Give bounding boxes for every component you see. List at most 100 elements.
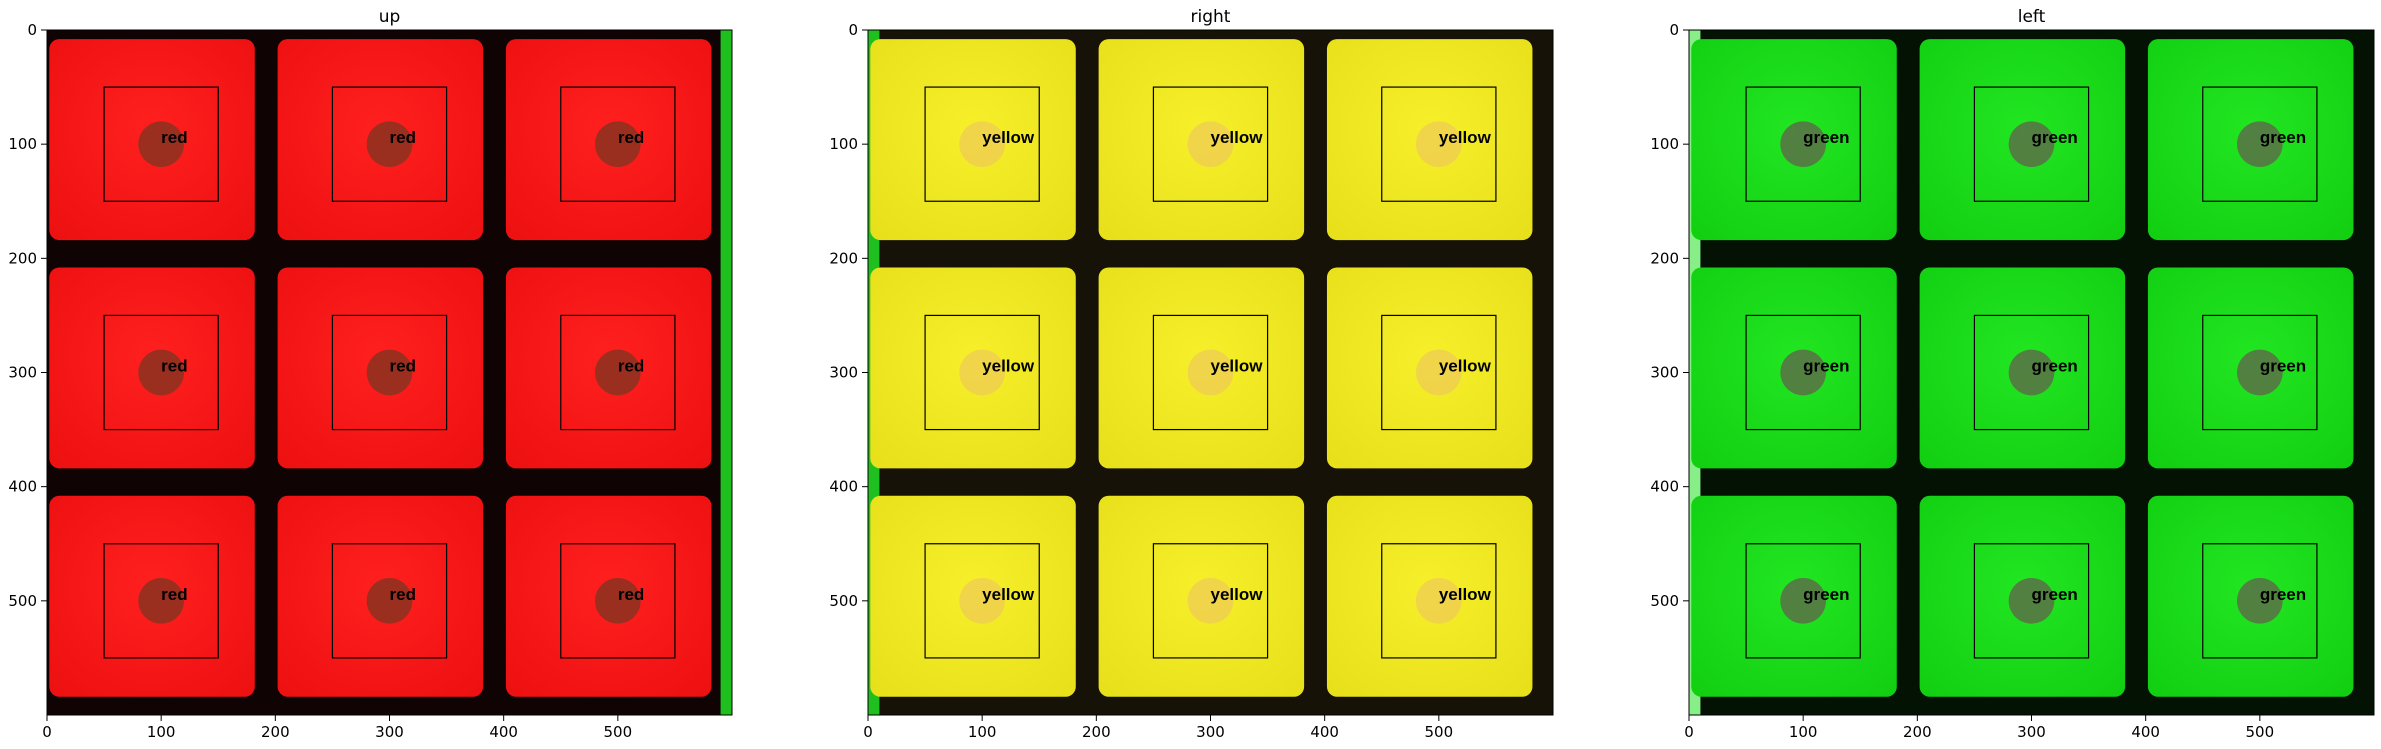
cell-center-marker [1780, 121, 1826, 167]
grid-cell: red [103, 543, 219, 659]
cell-center-marker [595, 349, 641, 396]
cell-box [924, 543, 1040, 659]
cell-center-marker [138, 121, 185, 167]
grid-cell: yellow [924, 543, 1040, 659]
y-tick-label: 300 [829, 364, 858, 382]
y-tick-label: 400 [8, 478, 37, 496]
cell-label: yellow [982, 128, 1035, 147]
cell-center-marker [138, 578, 185, 624]
cell-center-marker [1416, 578, 1462, 624]
edge-strip [720, 30, 732, 715]
cell-box [1152, 314, 1269, 431]
cell-label: red [618, 357, 644, 376]
x-tick-label: 300 [2017, 723, 2046, 741]
cell-label: red [390, 128, 416, 147]
cell-box [560, 314, 676, 431]
cell-center-marker [595, 578, 641, 624]
cell-label: green [2032, 585, 2078, 604]
cell-label: yellow [982, 357, 1035, 376]
cell-box [331, 86, 448, 202]
x-tick-label: 0 [1684, 723, 1694, 741]
grid-cell: yellow [924, 86, 1040, 202]
grid-cell: red [560, 543, 676, 659]
cell-box [1973, 314, 2090, 431]
grid-cell: yellow [1152, 543, 1269, 659]
x-tick-label: 0 [863, 723, 873, 741]
cell-label: green [1803, 357, 1849, 376]
grid-cell: yellow [1152, 314, 1269, 431]
grid-cell: yellow [924, 314, 1040, 431]
cell-box [2202, 314, 2318, 431]
cell-center-marker [595, 121, 641, 167]
cell-box [1381, 86, 1497, 202]
x-tick-label: 400 [2131, 723, 2160, 741]
panel-title: right [1191, 7, 1231, 27]
y-tick-label: 0 [848, 21, 858, 39]
cell-label: green [2260, 357, 2306, 376]
cell-center-marker [959, 121, 1006, 167]
cell-label: yellow [1211, 585, 1264, 604]
panels: red red red red red red red red red up 0 100 200 300 4… [8, 7, 2375, 741]
cell-label: red [618, 128, 644, 147]
grid-cell: green [1973, 86, 2090, 202]
x-tick-label: 100 [1789, 723, 1818, 741]
x-tick-label: 300 [375, 723, 404, 741]
grid-cell: red [560, 314, 676, 431]
y-tick-label: 200 [1650, 249, 1679, 267]
cell-box [1745, 543, 1861, 659]
cell-label: yellow [1439, 585, 1492, 604]
cell-center-marker [959, 349, 1006, 396]
y-tick-label: 400 [829, 478, 858, 496]
cell-box [560, 543, 676, 659]
cell-box [1152, 86, 1269, 202]
cell-label: yellow [982, 585, 1035, 604]
x-tick-label: 200 [1082, 723, 1111, 741]
grid-cell: red [103, 86, 219, 202]
cell-label: yellow [1439, 357, 1492, 376]
grid-cell: yellow [1381, 543, 1497, 659]
grid-cell: green [1745, 314, 1861, 431]
panel-up: red red red red red red red red red up 0 100 200 300 4… [8, 7, 733, 741]
y-tick-label: 500 [8, 592, 37, 610]
cell-center-marker [2008, 121, 2055, 167]
cell-center-marker [2008, 578, 2055, 624]
cell-box [924, 86, 1040, 202]
panel-title: left [2018, 7, 2046, 27]
y-tick-label: 0 [1669, 21, 1679, 39]
x-tick-label: 300 [1196, 723, 1225, 741]
cell-label: green [2032, 357, 2078, 376]
cell-label: green [2260, 585, 2306, 604]
panel-title: up [379, 7, 401, 27]
grid-cell: green [1745, 543, 1861, 659]
y-tick-label: 200 [8, 249, 37, 267]
cell-box [1381, 314, 1497, 431]
cell-box [1152, 543, 1269, 659]
grid-cell: red [560, 86, 676, 202]
cell-label: red [618, 585, 644, 604]
cell-center-marker [959, 578, 1006, 624]
cell-box [103, 314, 219, 431]
cell-center-marker [366, 349, 413, 396]
cell-label: yellow [1211, 357, 1264, 376]
grid-cell: green [2202, 543, 2318, 659]
cell-center-marker [1416, 349, 1462, 396]
grid-cell: green [1973, 314, 2090, 431]
panel-right: yellow yellow yellow yellow yellow yellow yell… [829, 7, 1554, 741]
cell-label: yellow [1439, 128, 1492, 147]
x-tick-label: 500 [2246, 723, 2275, 741]
y-tick-label: 100 [829, 135, 858, 153]
cell-center-marker [2237, 349, 2283, 396]
cell-center-marker [2237, 121, 2283, 167]
cell-label: red [390, 357, 416, 376]
panel-left: green green green green green green green green… [1650, 7, 2375, 741]
grid-cell: green [2202, 86, 2318, 202]
y-tick-label: 100 [8, 135, 37, 153]
cell-box [103, 543, 219, 659]
y-tick-label: 300 [1650, 364, 1679, 382]
x-tick-label: 100 [968, 723, 997, 741]
cell-label: yellow [1211, 128, 1264, 147]
cell-box [1745, 314, 1861, 431]
cell-center-marker [2237, 578, 2283, 624]
cell-box [1973, 86, 2090, 202]
cell-center-marker [1187, 349, 1234, 396]
